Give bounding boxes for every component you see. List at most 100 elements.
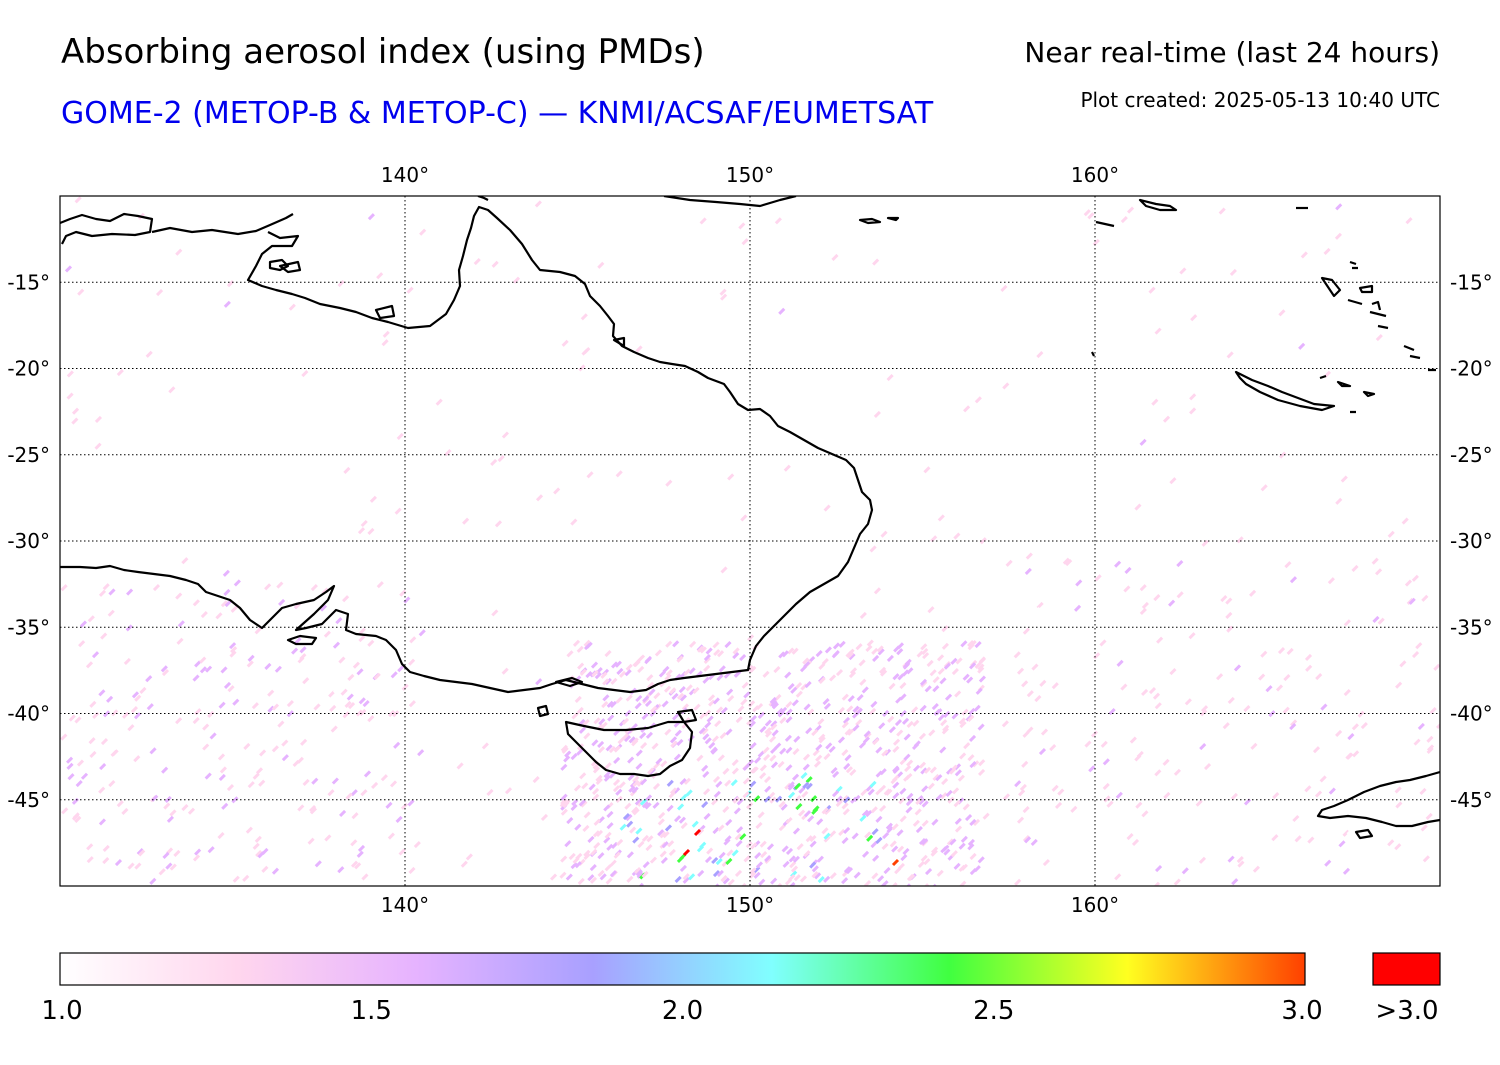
aerosol-pixel	[794, 795, 802, 803]
aerosol-pixel	[1260, 484, 1268, 492]
aerosol-pixel	[676, 855, 684, 863]
aerosol-pixel	[880, 669, 888, 677]
aerosol-pixel	[852, 724, 860, 732]
aerosol-pixel	[271, 703, 280, 711]
aerosol-pixel	[1387, 839, 1395, 847]
aerosol-pixel	[702, 733, 710, 741]
aerosol-pixel	[699, 646, 707, 654]
aerosol-pixel	[116, 800, 124, 808]
aerosol-pixel	[804, 681, 812, 689]
aerosol-pixel	[222, 569, 230, 577]
aerosol-pixel	[647, 681, 655, 689]
aerosol-pixel	[722, 767, 730, 775]
lat-label-left: -15°	[7, 270, 50, 294]
aerosol-pixel	[564, 750, 572, 758]
aerosol-pixel	[811, 865, 819, 873]
aerosol-pixel	[1009, 873, 1017, 881]
aerosol-pixel	[133, 712, 142, 720]
aerosol-pixel	[829, 872, 837, 880]
aerosol-pixel	[1040, 728, 1049, 736]
aerosol-pixel	[633, 660, 641, 668]
aerosol-pixel	[571, 798, 579, 806]
aerosol-pixel	[1002, 793, 1011, 801]
aerosol-pixel	[99, 762, 107, 771]
aerosol-pixel	[821, 827, 829, 835]
aerosol-pixel	[570, 861, 578, 870]
aerosol-pixel	[669, 736, 678, 744]
aerosol-pixel	[680, 793, 688, 802]
aerosol-pixel	[905, 798, 913, 807]
aerosol-pixel	[770, 877, 778, 885]
aerosol-pixel	[1036, 350, 1044, 359]
aerosol-pixel	[650, 705, 658, 713]
aerosol-pixel	[626, 851, 634, 859]
aerosol-pixel	[967, 640, 975, 648]
aerosol-pixel	[1262, 826, 1270, 834]
aerosol-pixel	[696, 754, 704, 762]
aerosol-pixel	[583, 732, 591, 740]
aerosol-pixel	[286, 710, 294, 718]
aerosol-pixel	[358, 697, 366, 705]
aerosol-pixel	[742, 763, 750, 771]
aerosol-pixel	[725, 857, 733, 866]
aerosol-pixel	[1199, 742, 1207, 751]
aerosol-pixel	[1261, 777, 1269, 785]
aerosol-pixel	[1233, 664, 1242, 672]
aerosol-pixel	[798, 809, 806, 817]
aerosol-pixel	[342, 783, 350, 791]
aerosol-pixel	[1139, 607, 1147, 615]
aerosol-pixel	[589, 876, 598, 884]
aerosol-pixel	[591, 670, 599, 678]
aerosol-pixel	[1016, 816, 1025, 824]
aerosol-pixel	[1129, 736, 1137, 744]
aerosol-pixel	[361, 873, 369, 881]
aerosol-pixel	[641, 834, 649, 842]
aerosol-pixel	[574, 861, 582, 869]
aerosol-pixel	[953, 800, 961, 808]
aerosol-pixel	[286, 699, 294, 708]
aerosol-pixel	[963, 405, 971, 413]
aerosol-pixel	[664, 728, 672, 736]
aerosol-pixel	[714, 883, 720, 886]
aerosol-pixel	[381, 339, 389, 347]
aerosol-pixel	[602, 694, 610, 702]
aerosol-pixel	[750, 766, 758, 774]
lat-label-right: -35°	[1450, 615, 1493, 639]
aerosol-pixel	[782, 860, 790, 868]
aerosol-pixel	[200, 611, 208, 619]
aerosol-pixel	[869, 545, 877, 553]
aerosol-pixel	[843, 866, 851, 874]
aerosol-pixel	[716, 706, 724, 714]
lon-label-top: 140°	[381, 163, 429, 187]
island-small-center	[1091, 351, 1095, 357]
aerosol-pixel	[891, 845, 899, 853]
aerosol-pixel	[574, 823, 582, 831]
aerosol-pixel	[821, 807, 829, 815]
aerosol-pixel	[207, 846, 215, 854]
aerosol-pixel	[456, 762, 464, 770]
aerosol-pixel	[702, 770, 710, 778]
aerosol-pixel	[920, 767, 928, 775]
aerosol-pixel	[175, 717, 183, 725]
aerosol-pixel	[905, 806, 913, 814]
aerosol-pixel	[742, 777, 750, 785]
aerosol-pixel	[762, 670, 770, 678]
aerosol-pixel	[202, 743, 210, 751]
aerosol-pixel	[68, 714, 76, 722]
aerosol-pixel	[670, 740, 678, 748]
aerosol-pixel	[841, 721, 849, 729]
aerosol-pixel	[747, 634, 755, 642]
aerosol-pixel	[98, 786, 106, 794]
aerosol-pixel	[785, 716, 793, 724]
aerosol-pixel	[1394, 843, 1402, 851]
aerosol-pixel	[906, 759, 914, 767]
aerosol-pixel	[1227, 696, 1235, 705]
aerosol-pixel	[1283, 673, 1291, 682]
aerosol-pixel	[204, 772, 212, 780]
aerosol-pixel	[908, 873, 916, 882]
solomon-island-1	[1138, 198, 1178, 212]
graticule	[60, 196, 1440, 886]
aerosol-pixel	[706, 715, 714, 723]
aerosol-pixel	[864, 831, 872, 839]
aerosol-pixel	[1102, 758, 1110, 766]
